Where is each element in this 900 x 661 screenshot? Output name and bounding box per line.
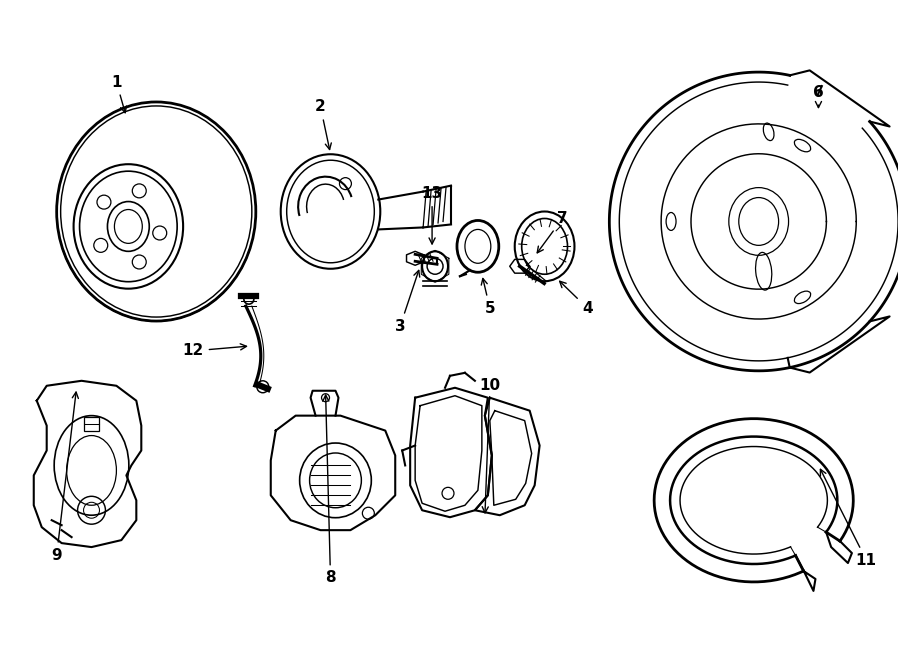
Bar <box>84 416 100 430</box>
Text: 12: 12 <box>183 344 247 358</box>
Text: 9: 9 <box>51 392 78 563</box>
Text: 5: 5 <box>482 278 495 315</box>
Text: 4: 4 <box>560 281 593 315</box>
Text: 8: 8 <box>323 395 336 586</box>
Text: 2: 2 <box>315 99 331 149</box>
Text: 7: 7 <box>537 211 568 253</box>
Text: 3: 3 <box>395 270 419 334</box>
Text: 1: 1 <box>112 75 126 113</box>
Text: 10: 10 <box>480 378 500 513</box>
Text: 11: 11 <box>821 469 877 568</box>
Text: 6: 6 <box>813 85 824 108</box>
Text: 13: 13 <box>421 186 443 244</box>
